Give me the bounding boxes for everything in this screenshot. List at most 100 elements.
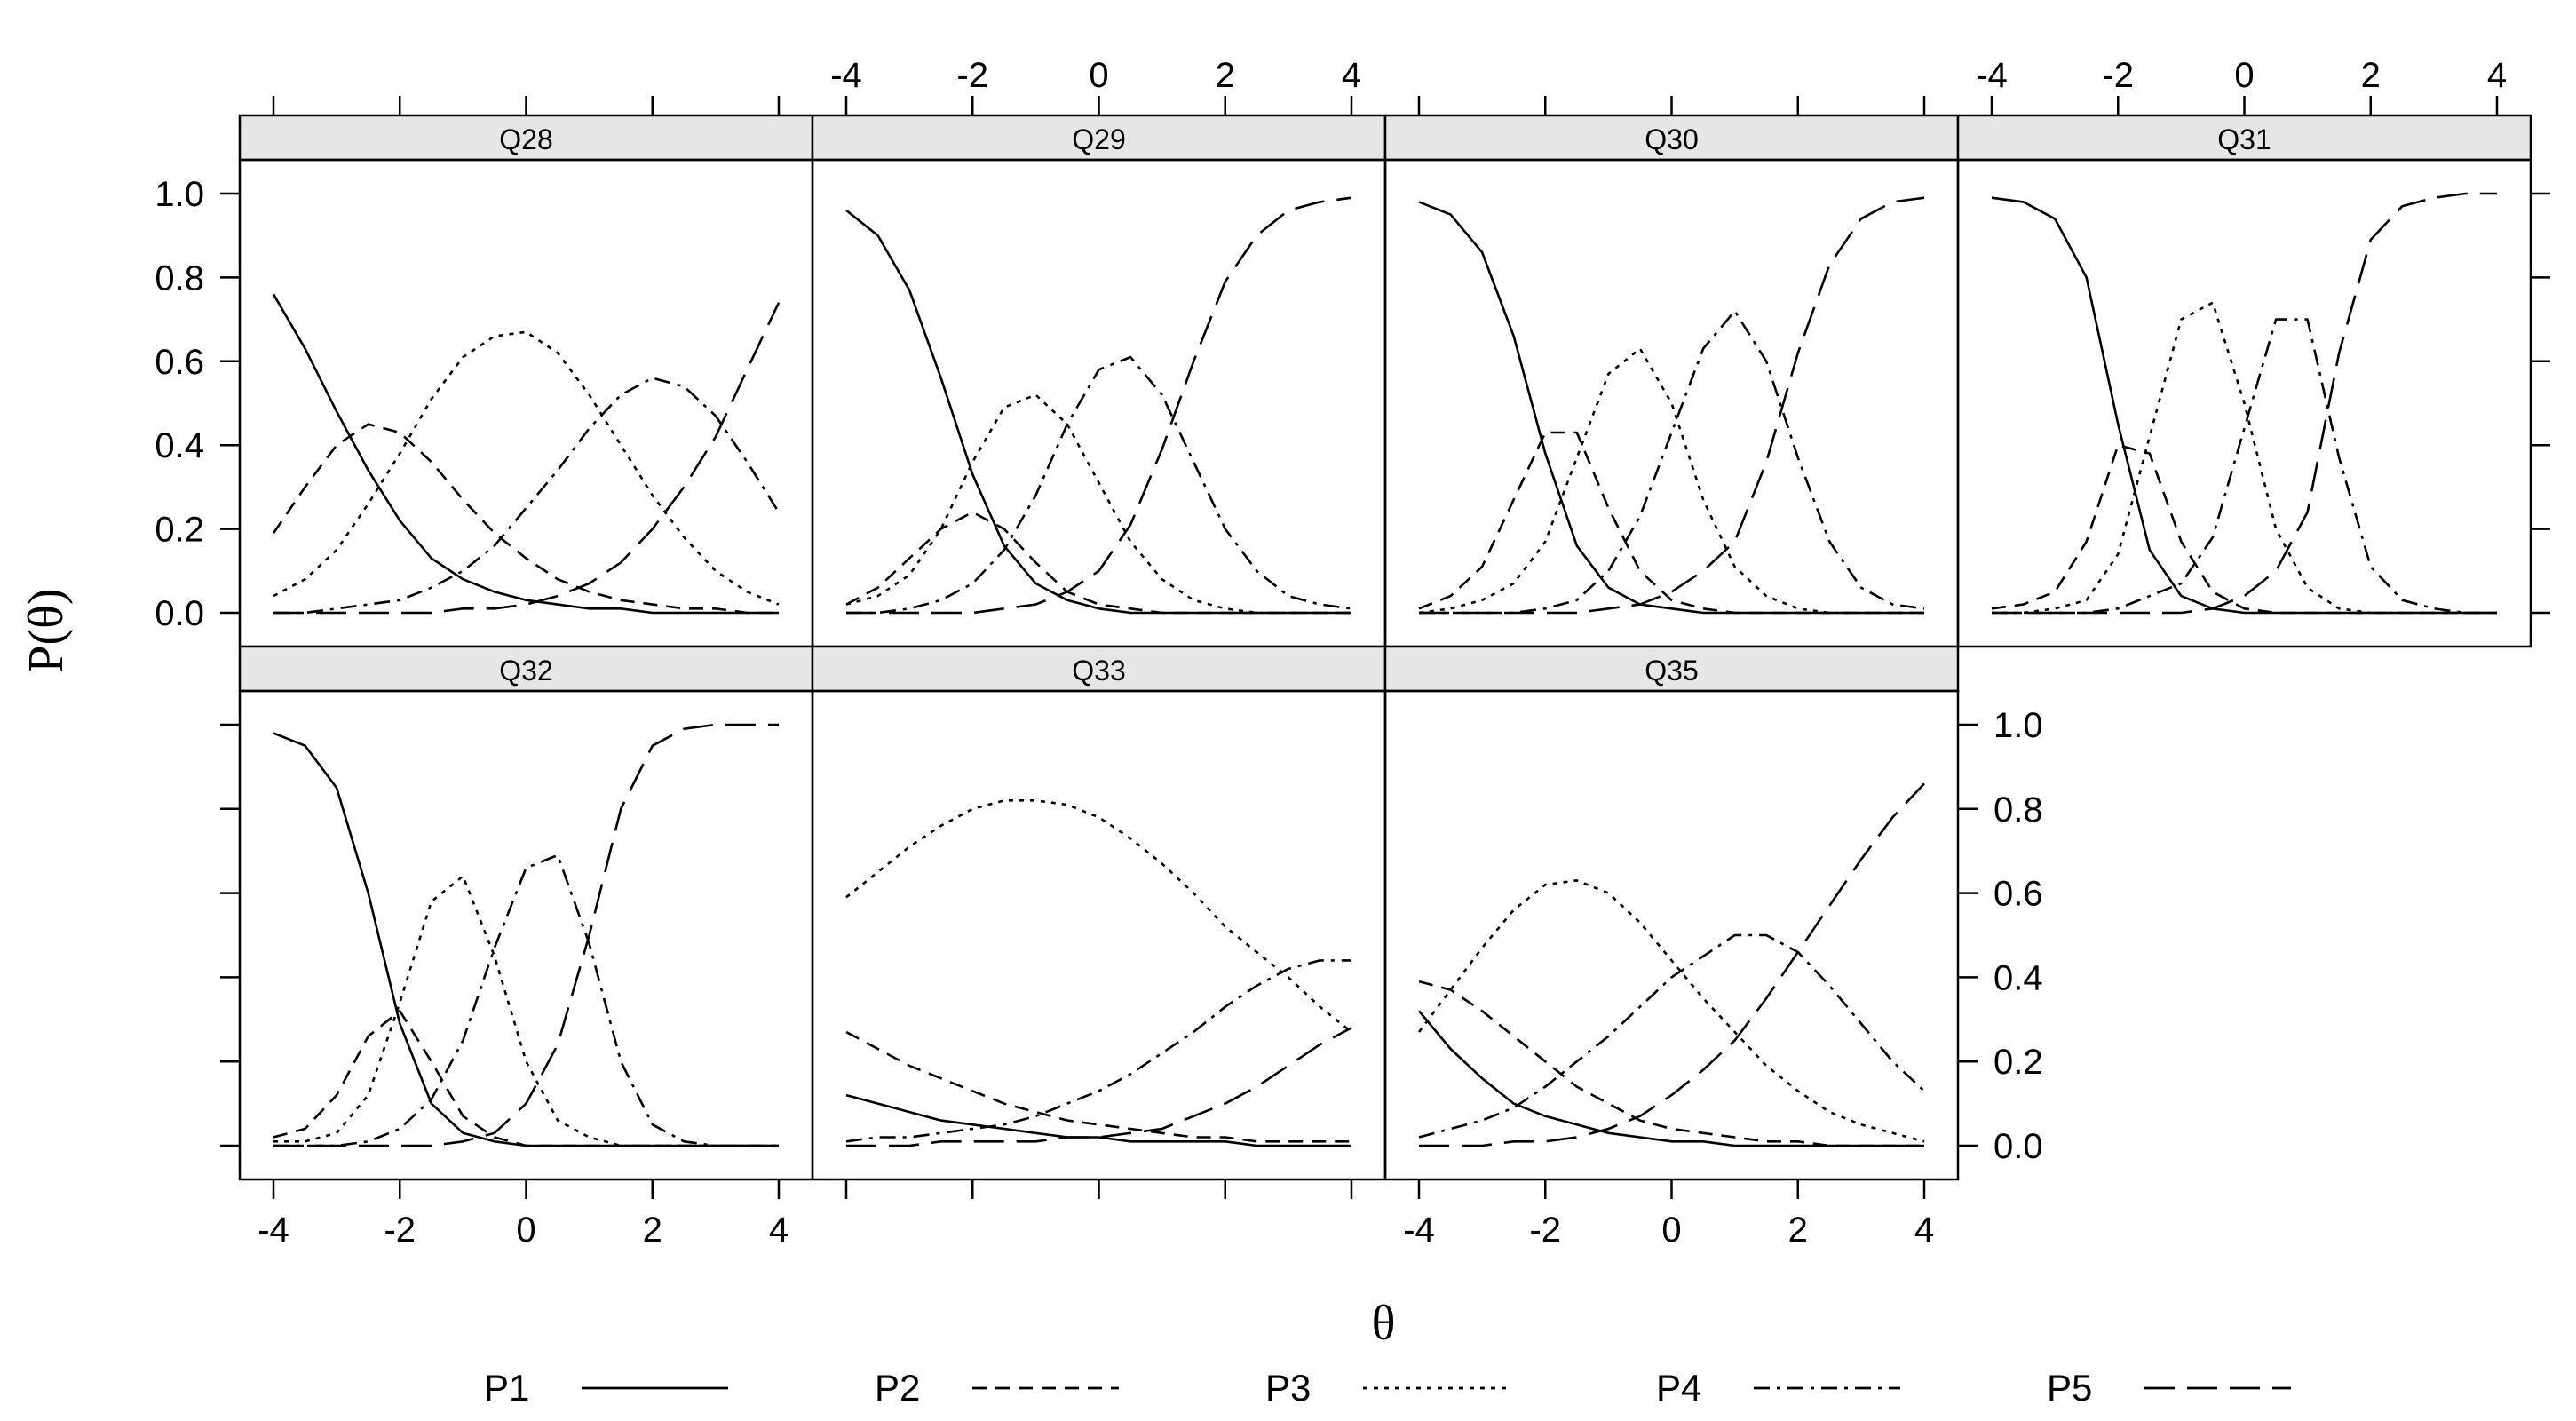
series-line-p5 — [846, 1027, 1352, 1147]
x-tick-label: 2 — [2361, 56, 2381, 95]
x-tick-label: 2 — [1788, 1211, 1808, 1250]
legend-item-p2: P2 — [875, 1367, 1119, 1409]
x-tick-label: -2 — [2102, 56, 2134, 95]
legend-label: P4 — [1656, 1367, 1701, 1409]
legend-item-p3: P3 — [1265, 1367, 1510, 1409]
series-line-p2 — [1418, 431, 1924, 615]
panel-q33: Q33 — [811, 645, 1387, 1181]
y-tick-label: 1.0 — [1993, 706, 2043, 745]
legend-item-p4: P4 — [1656, 1367, 1900, 1409]
y-tick-label: 0.2 — [155, 511, 204, 550]
series-line-p4 — [846, 355, 1352, 615]
y-tick-label: 0.0 — [155, 594, 204, 633]
panel-title: Q28 — [499, 123, 552, 155]
y-tick-label: 0.6 — [155, 343, 204, 382]
x-tick-label: 0 — [1661, 1211, 1681, 1250]
x-tick-label: 0 — [1089, 56, 1108, 95]
series-line-p3 — [273, 330, 780, 606]
series-line-p5 — [273, 723, 779, 1147]
panel-title: Q33 — [1072, 655, 1125, 687]
x-tick-label: 0 — [516, 1211, 535, 1250]
panel-strip — [238, 114, 814, 162]
x-tick-label: -4 — [830, 56, 862, 95]
y-tick-label: 0.2 — [1993, 1043, 2043, 1082]
x-tick-label: -4 — [258, 1211, 289, 1250]
legend-label: P2 — [875, 1367, 920, 1409]
x-tick-label: 4 — [769, 1211, 789, 1250]
x-axis-label: θ — [1372, 1296, 1396, 1351]
panel-q30: Q30 — [1383, 114, 1960, 648]
x-tick-label: -2 — [956, 56, 988, 95]
panel-q32: Q32 — [238, 645, 814, 1181]
legend-label: P5 — [2047, 1367, 2092, 1409]
x-tick-label: -4 — [1403, 1211, 1435, 1250]
y-tick-label: 0.8 — [155, 258, 204, 298]
y-tick-label: 0.0 — [1993, 1127, 2043, 1166]
panel-frame — [238, 689, 814, 1181]
series-line-p2 — [1418, 980, 1924, 1147]
series-line-p1 — [845, 1093, 1351, 1147]
panel-title: Q29 — [1072, 123, 1125, 155]
series-line-p5 — [1992, 192, 2497, 615]
legend-item-p5: P5 — [2047, 1367, 2291, 1409]
y-tick-label: 0.6 — [1993, 875, 2043, 914]
panels-group: Q28 Q29 Q30 Q31 Q32 Q33 Q35 — [238, 114, 2532, 1181]
series-line-p5 — [846, 196, 1352, 615]
legend-label: P3 — [1265, 1367, 1311, 1409]
x-tick-label: 2 — [643, 1211, 662, 1250]
panel-frame — [238, 158, 814, 648]
x-tick-label: 2 — [1216, 56, 1235, 95]
series-line-p3 — [845, 799, 1352, 1034]
panel-frame — [1383, 689, 1960, 1181]
y-axis-label: P(θ) — [19, 588, 74, 672]
series-line-p3 — [273, 875, 779, 1147]
legend-label: P1 — [484, 1367, 529, 1409]
series-line-p1 — [1418, 1010, 1924, 1147]
series-line-p1 — [1418, 201, 1924, 615]
x-tick-label: 0 — [2234, 56, 2254, 95]
x-tick-label: -2 — [1529, 1211, 1561, 1250]
series-line-p4 — [1418, 933, 1925, 1139]
series-line-p4 — [1992, 318, 2497, 615]
series-line-p4 — [1419, 309, 1925, 615]
series-line-p1 — [1991, 196, 2497, 615]
panel-title: Q32 — [499, 655, 552, 687]
series-line-p3 — [1417, 879, 1925, 1143]
panel-frame — [811, 158, 1387, 648]
y-tick-label: 0.8 — [1993, 790, 2043, 830]
panel-q29: Q29 — [811, 114, 1387, 648]
series-line-p4 — [273, 853, 779, 1147]
legend-item-p1: P1 — [484, 1367, 728, 1409]
legend: P1 P2 P3 P4 P5 — [484, 1367, 2291, 1409]
series-line-p5 — [1419, 196, 1925, 615]
series-line-p5 — [1419, 782, 1925, 1147]
panel-frame — [1956, 158, 2532, 648]
series-line-p2 — [272, 423, 779, 615]
panel-frame — [1383, 158, 1960, 648]
panel-frame — [811, 689, 1387, 1181]
x-tick-label: 4 — [1342, 56, 1361, 95]
x-tick-label: 4 — [2487, 56, 2507, 95]
series-line-p3 — [1418, 347, 1924, 615]
series-line-p4 — [845, 959, 1351, 1143]
panel-title: Q31 — [2217, 123, 2271, 155]
x-tick-label: -4 — [1976, 56, 2008, 95]
panel-q31: Q31 — [1956, 114, 2532, 648]
series-line-p3 — [845, 393, 1351, 615]
panel-title: Q35 — [1645, 655, 1698, 687]
series-line-p5 — [273, 302, 781, 615]
series-line-p3 — [1992, 301, 2497, 615]
panel-q28: Q28 — [238, 114, 814, 648]
y-tick-label: 0.4 — [155, 426, 204, 465]
x-tick-label: 4 — [1914, 1211, 1934, 1250]
series-line-p1 — [272, 293, 779, 615]
series-line-p2 — [845, 511, 1351, 615]
panel-q35: Q35 — [1383, 645, 1960, 1181]
series-line-p1 — [845, 209, 1351, 615]
series-line-p2 — [845, 1030, 1351, 1143]
series-line-p4 — [273, 377, 781, 615]
x-tick-label: -2 — [384, 1211, 416, 1250]
axes-group: -4 -2 0 2 4 -4 -2 0 2 4 -4 -2 0 2 4 -4 -2 0 2 4 0.0 0.2 0.4 0.6… — [155, 56, 2550, 1250]
